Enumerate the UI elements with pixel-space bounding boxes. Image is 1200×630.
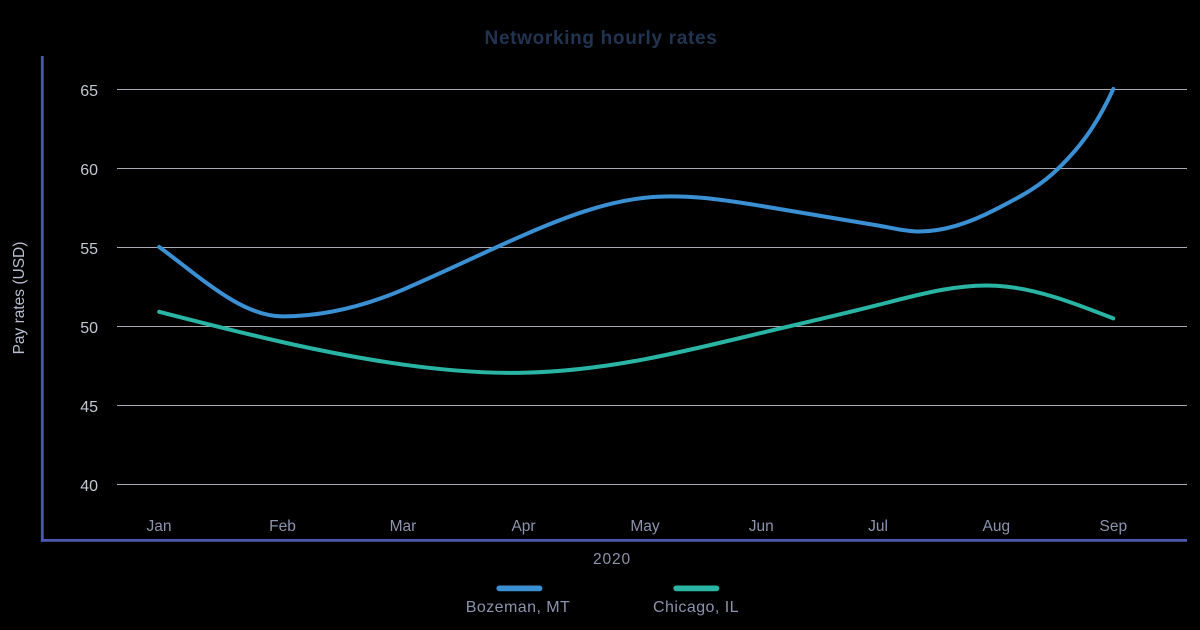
svg-text:60: 60 [80,162,98,179]
svg-text:Jan: Jan [147,518,172,535]
svg-text:45: 45 [80,399,98,416]
svg-text:Mar: Mar [390,518,417,535]
svg-text:55: 55 [80,241,98,258]
svg-text:Chicago, IL: Chicago, IL [653,599,739,616]
svg-text:2020: 2020 [593,551,631,568]
svg-text:Sep: Sep [1100,518,1128,535]
svg-text:Jul: Jul [868,518,888,535]
svg-text:Bozeman, MT: Bozeman, MT [466,599,571,616]
svg-text:Feb: Feb [269,518,296,535]
svg-text:May: May [630,518,660,535]
svg-text:Apr: Apr [511,518,535,535]
svg-text:65: 65 [80,83,98,100]
svg-text:Jun: Jun [749,518,774,535]
svg-text:Pay rates (USD): Pay rates (USD) [11,242,28,355]
svg-text:40: 40 [80,478,98,495]
svg-text:Aug: Aug [983,518,1011,535]
svg-text:50: 50 [80,320,98,337]
svg-text:Networking hourly rates: Networking hourly rates [485,28,718,49]
